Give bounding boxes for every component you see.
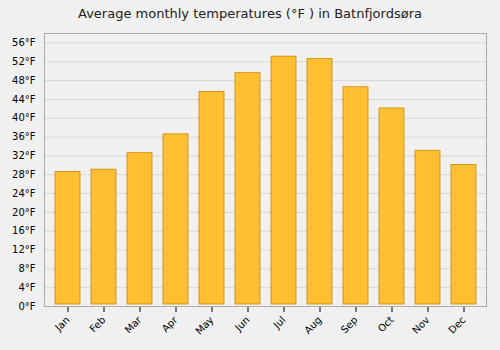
svg-text:Nov: Nov — [410, 314, 432, 336]
svg-text:4°F: 4°F — [18, 282, 35, 293]
html-text:Average monthly temperatures (: Average monthly temperatures (°F ) in Ba… — [78, 6, 422, 21]
svg-text:12°F: 12°F — [12, 244, 36, 255]
svg-text:Apr: Apr — [160, 314, 181, 335]
svg-text:28°F: 28°F — [12, 169, 36, 180]
svg-text:Sep: Sep — [339, 314, 360, 335]
svg-text:Jul: Jul — [271, 314, 288, 331]
svg-text:36°F: 36°F — [12, 131, 36, 142]
svg-text:20°F: 20°F — [12, 207, 36, 218]
svg-text:Mar: Mar — [123, 314, 145, 336]
svg-text:16°F: 16°F — [12, 225, 36, 236]
svg-text:0°F: 0°F — [18, 301, 35, 312]
svg-text:44°F: 44°F — [12, 94, 36, 105]
svg-text:Aug: Aug — [302, 314, 324, 336]
svg-text:Feb: Feb — [87, 314, 107, 334]
svg-text:Oct: Oct — [376, 314, 396, 334]
svg-text:Dec: Dec — [446, 314, 467, 335]
svg-text:40°F: 40°F — [12, 112, 36, 123]
svg-text:56°F: 56°F — [12, 37, 36, 48]
svg-text:Jan: Jan — [52, 314, 71, 333]
svg-text:May: May — [193, 314, 215, 336]
svg-text:8°F: 8°F — [18, 263, 35, 274]
svg-text:24°F: 24°F — [12, 188, 36, 199]
svg-text:Jun: Jun — [232, 314, 252, 334]
svg-text:52°F: 52°F — [12, 56, 36, 67]
svg-text:48°F: 48°F — [12, 75, 36, 86]
svg-text:32°F: 32°F — [12, 150, 36, 161]
